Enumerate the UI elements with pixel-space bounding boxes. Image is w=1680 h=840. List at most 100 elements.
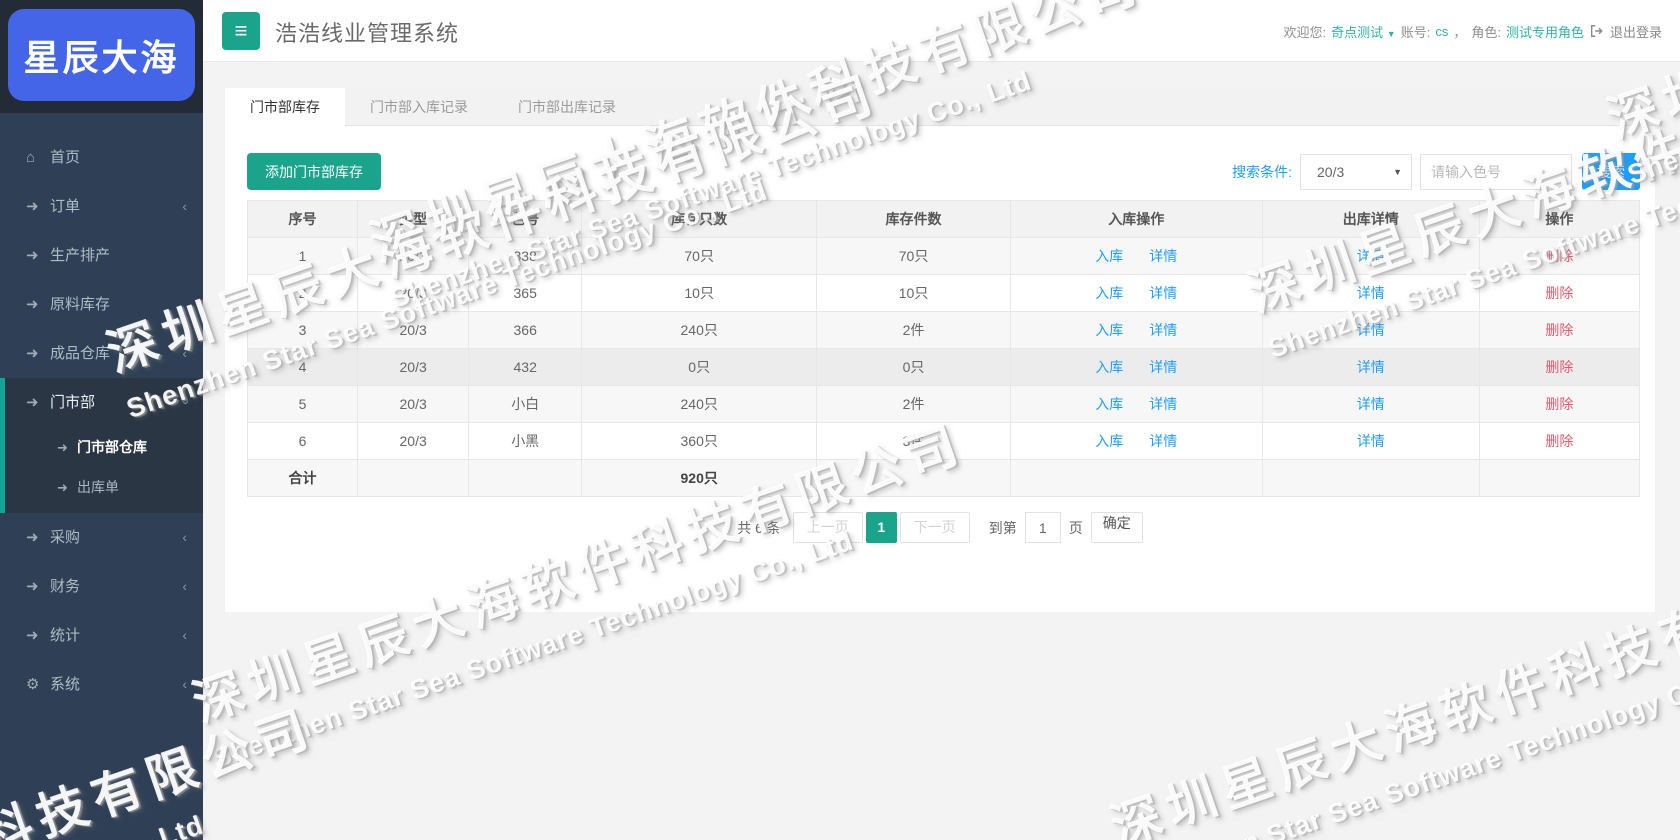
logout-icon	[1590, 25, 1603, 37]
arrow-icon: ➜	[26, 247, 39, 264]
col-header-outbound-detail: 出库详情	[1261, 200, 1480, 238]
gear-icon: ⚙	[26, 676, 40, 693]
delete-link[interactable]: 删除	[1545, 322, 1574, 338]
next-page-button[interactable]: 下一页	[899, 512, 970, 543]
chevron-left-icon: ‹	[182, 345, 187, 361]
delete-link[interactable]: 删除	[1545, 248, 1574, 264]
table-total-row: 合计 920只	[247, 459, 1641, 497]
caret-down-icon: ▼	[1386, 28, 1396, 39]
outbound-detail-link[interactable]: 详情	[1356, 285, 1385, 301]
inbound-detail-link[interactable]: 详情	[1149, 433, 1178, 449]
prev-page-button[interactable]: 上一页	[792, 512, 863, 543]
tab-retail-inbound-records[interactable]: 门市部入库记录	[370, 99, 468, 115]
account-label: 账号:	[1400, 24, 1431, 40]
inbound-link[interactable]: 入库	[1095, 322, 1124, 338]
content-card: 门市部库存 门市部入库记录 门市部出库记录 添加门市部库存 搜索条件: 20/3…	[225, 88, 1655, 612]
inbound-detail-link[interactable]: 详情	[1149, 359, 1178, 375]
outbound-detail-link[interactable]: 详情	[1356, 396, 1385, 412]
home-icon: ⌂	[26, 149, 36, 166]
user-dropdown[interactable]: 奇点测试 ▼	[1331, 22, 1396, 41]
sidebar-item-home[interactable]: ⌂ 首页	[0, 133, 203, 182]
sidebar-item-label: 原料库存	[50, 296, 111, 313]
sidebar-item-system[interactable]: ⚙ 系统 ‹	[0, 660, 203, 709]
tab-retail-inventory[interactable]: 门市部库存	[225, 88, 345, 126]
sidebar-item-label: 门市部	[50, 394, 96, 411]
cell-type: 20/3	[356, 348, 470, 386]
arrow-icon: ➜	[26, 296, 39, 313]
inventory-table-wrap: 序号 类型 色号 库存只数 库存件数 入库操作 出库详情 操作 1 20/3 3…	[247, 200, 1641, 497]
inbound-detail-link[interactable]: 详情	[1149, 396, 1178, 412]
goto-label: 到第	[988, 519, 1017, 536]
account-value[interactable]: cs	[1435, 23, 1449, 39]
cell-qty: 360只	[581, 422, 818, 460]
sidebar-item-raw-material[interactable]: ➜ 原料库存	[0, 280, 203, 329]
sidebar-item-orders[interactable]: ➜ 订单 ‹	[0, 182, 203, 231]
sidebar-item-retail-dept[interactable]: ➜ 门市部 ‹	[5, 378, 203, 427]
inbound-detail-link[interactable]: 详情	[1149, 322, 1178, 338]
table-row: 4 20/3 432 0只 0只 入库 详情 详情 删除	[247, 348, 1641, 386]
cell-color: 小黑	[468, 422, 583, 460]
outbound-detail-link[interactable]: 详情	[1356, 359, 1385, 375]
inbound-link[interactable]: 入库	[1095, 359, 1124, 375]
cell-no: 5	[247, 385, 358, 423]
goto-confirm-button[interactable]: 确定	[1090, 512, 1143, 543]
color-number-input[interactable]	[1420, 153, 1572, 190]
sidebar-item-production[interactable]: ➜ 生产排产	[0, 231, 203, 280]
cell-pieces: 3件	[816, 422, 1011, 460]
sidebar-item-finished-goods[interactable]: ➜ 成品仓库 ‹	[0, 329, 203, 378]
search-group: 搜索条件: 20/3 ▼ 搜索	[1232, 153, 1640, 190]
tab-retail-outbound-records[interactable]: 门市部出库记录	[518, 99, 616, 115]
sidebar-item-purchasing[interactable]: ➜ 采购 ‹	[0, 513, 203, 562]
sidebar-item-label: 财务	[50, 578, 81, 595]
outbound-detail-link[interactable]: 详情	[1356, 322, 1385, 338]
cell-color: 338	[468, 237, 583, 275]
logout-button[interactable]: 退出登录	[1589, 22, 1662, 41]
search-type-select[interactable]: 20/3 ▼	[1300, 153, 1412, 190]
inbound-link[interactable]: 入库	[1095, 433, 1124, 449]
table-row: 1 20/3 338 70只 70只 入库 详情 详情 删除	[247, 237, 1641, 275]
inbound-link[interactable]: 入库	[1095, 248, 1124, 264]
delete-link[interactable]: 删除	[1545, 285, 1574, 301]
chevron-left-icon: ‹	[182, 529, 187, 545]
col-header-no: 序号	[247, 200, 358, 238]
cell-no: 2	[247, 274, 358, 312]
inbound-detail-link[interactable]: 详情	[1149, 285, 1178, 301]
delete-link[interactable]: 删除	[1545, 396, 1574, 412]
inbound-link[interactable]: 入库	[1095, 285, 1124, 301]
inbound-detail-link[interactable]: 详情	[1149, 248, 1178, 264]
col-header-color: 色号	[468, 200, 583, 238]
goto-page-input[interactable]	[1024, 512, 1061, 543]
sidebar-item-label: 统计	[50, 627, 81, 644]
cell-pieces: 2件	[816, 385, 1011, 423]
sidebar-item-label: 生产排产	[50, 247, 111, 264]
chevron-left-icon: ‹	[182, 198, 187, 214]
current-page-button[interactable]: 1	[865, 512, 897, 543]
delete-link[interactable]: 删除	[1545, 433, 1574, 449]
arrow-icon: ➜	[26, 394, 39, 411]
selected-option: 20/3	[1317, 163, 1345, 180]
cell-qty: 240只	[581, 311, 818, 349]
cell-no: 6	[247, 422, 358, 460]
outbound-detail-link[interactable]: 详情	[1356, 248, 1385, 264]
hamburger-menu-button[interactable]: ≡	[222, 12, 260, 50]
cell-no: 3	[247, 311, 358, 349]
welcome-label: 欢迎您:	[1283, 24, 1327, 40]
inbound-link[interactable]: 入库	[1095, 396, 1124, 412]
sidebar-item-statistics[interactable]: ➜ 统计 ‹	[0, 611, 203, 660]
outbound-detail-link[interactable]: 详情	[1356, 433, 1385, 449]
sidebar-item-finance[interactable]: ➜ 财务 ‹	[0, 562, 203, 611]
role-value[interactable]: 测试专用角色	[1505, 24, 1584, 40]
sidebar-subitem-outbound-order[interactable]: ➜ 出库单	[5, 467, 203, 507]
sidebar-subitem-retail-warehouse[interactable]: ➜ 门市部仓库	[5, 427, 203, 467]
total-label: 合计	[247, 459, 358, 497]
search-button[interactable]: 搜索	[1582, 153, 1640, 190]
arrow-icon: ➜	[57, 440, 68, 455]
add-inventory-button[interactable]: 添加门市部库存	[247, 153, 381, 190]
page-title: 浩浩线业管理系统	[275, 21, 460, 46]
cell-no: 1	[247, 237, 358, 275]
arrow-icon: ➜	[26, 198, 39, 215]
delete-link[interactable]: 删除	[1545, 359, 1574, 375]
sidebar-item-label: 订单	[50, 198, 81, 215]
chevron-left-icon: ‹	[182, 627, 187, 643]
table-row: 2 20/3 365 10只 10只 入库 详情 详情 删除	[247, 274, 1641, 312]
